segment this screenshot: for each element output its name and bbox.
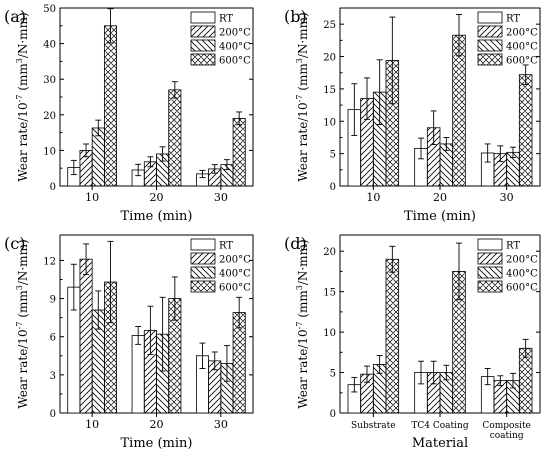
y-tick-label: 30 [43, 75, 56, 86]
bar-600c-1 [452, 34, 466, 187]
y-tick-label: 20 [323, 247, 336, 258]
legend: RT 200°C 400°C 600°C [190, 11, 251, 67]
y-tick-label: 20 [43, 111, 56, 122]
y-tick-label: 15 [323, 85, 336, 96]
legend-swatch [190, 25, 216, 38]
legend-swatch [477, 252, 503, 265]
bar-600c-2 [518, 74, 533, 187]
bar-rt-1 [131, 335, 145, 414]
legend-swatch [190, 238, 216, 251]
legend-label: 600°C [219, 56, 251, 67]
x-tick-label: 30 [214, 418, 228, 431]
y-tick-label: 0 [330, 182, 336, 193]
legend-label: RT [506, 14, 520, 25]
legend-label: 200°C [506, 255, 538, 266]
chart-panel-4: 0 5 10 15 20 Substrate TC4 Coating Composite coa… [284, 234, 541, 451]
legend-swatch [190, 280, 216, 293]
y-tick-label: 6 [50, 333, 56, 344]
chart-panel-3: 0 3 6 9 12 10 20 30 Time (min) Wear rate/10-7 (mm… [4, 234, 254, 451]
legend-swatch [190, 11, 216, 24]
legend-swatch [477, 53, 503, 66]
y-tick-label: 5 [330, 150, 336, 161]
bar-200c-0 [79, 258, 93, 414]
legend-swatch [477, 25, 503, 38]
legend-label: 600°C [506, 283, 538, 294]
x-tick-label: 20 [433, 191, 447, 204]
y-axis-label: Wear rate/10-7 (mm3/N·mm) [15, 12, 30, 181]
legend-swatch [190, 266, 216, 279]
legend-swatch [190, 252, 216, 265]
x-tick-label: 20 [150, 418, 164, 431]
legend: RT 200°C 400°C 600°C [190, 238, 251, 294]
legend-label: RT [506, 241, 520, 252]
legend-label: 200°C [506, 28, 538, 39]
legend-label: 400°C [219, 269, 251, 280]
legend-label: 200°C [219, 255, 251, 266]
bar-600c-1 [168, 89, 182, 187]
x-axis-label: Material [412, 436, 468, 450]
legend-label: RT [219, 14, 233, 25]
legend-swatch [477, 280, 503, 293]
legend-label: 400°C [506, 269, 538, 280]
y-tick-label: 5 [330, 369, 336, 380]
x-tick-label: 10 [85, 418, 99, 431]
y-tick-label: 10 [43, 146, 56, 157]
x-axis-label: Time (min) [121, 209, 193, 224]
chart-panel-1: 0 10 20 30 40 50 10 20 30 Time (min) Wear rate/10-… [4, 4, 254, 224]
y-tick-label: 0 [330, 409, 336, 420]
panel-label: (c) [4, 234, 25, 253]
bar-600c-2 [518, 347, 533, 414]
y-tick-label: 20 [323, 53, 336, 64]
legend-swatch [190, 53, 216, 66]
legend-swatch [477, 238, 503, 251]
y-tick-label: 9 [50, 295, 56, 306]
x-axis-label: Time (min) [404, 209, 476, 224]
legend-label: 400°C [219, 42, 251, 53]
y-tick-label: 3 [50, 371, 56, 382]
legend-label: 600°C [219, 283, 251, 294]
legend-label: 200°C [219, 28, 251, 39]
bar-600c-0 [385, 258, 400, 414]
y-axis-label: Wear rate/10-7 (mm3/N·mm) [295, 239, 310, 408]
x-tick-label: Substrate [351, 421, 396, 431]
y-tick-label: 15 [323, 288, 336, 299]
bar-600c-0 [103, 25, 118, 187]
y-tick-label: 12 [43, 256, 56, 267]
y-tick-label: 10 [323, 328, 336, 339]
legend-swatch [477, 11, 503, 24]
x-tick-label-composite: Composite coating [482, 421, 530, 441]
y-tick-label: 10 [323, 117, 336, 128]
x-axis-label: Time (min) [121, 436, 193, 450]
legend: RT 200°C 400°C 600°C [477, 238, 538, 294]
legend-swatch [477, 39, 503, 52]
y-tick-label: 40 [43, 40, 56, 51]
legend-label: 600°C [506, 56, 538, 67]
x-tick-label: 20 [150, 191, 164, 204]
y-tick-label: 0 [50, 409, 56, 420]
y-tick-label: 0 [50, 182, 56, 193]
chart-panel-2: 0 5 10 15 20 25 10 20 30 Time (min) Wear rate/10-7… [284, 7, 541, 224]
panel-label: (a) [4, 7, 26, 26]
legend-label: 400°C [506, 42, 538, 53]
bar-600c-2 [232, 117, 246, 187]
panel-label: (b) [284, 7, 307, 26]
x-tick-label: 30 [500, 191, 514, 204]
legend-label: RT [219, 241, 233, 252]
y-axis-label: Wear rate/10-7 (mm3/N·mm) [15, 239, 30, 408]
legend-swatch [190, 39, 216, 52]
y-axis-label: Wear rate/10-7 (mm3/N·mm) [295, 12, 310, 181]
y-tick-label: 25 [323, 20, 336, 31]
x-tick-label: 10 [366, 191, 380, 204]
legend-swatch [477, 266, 503, 279]
panel-label: (d) [284, 234, 307, 253]
x-tick-label: 30 [214, 191, 228, 204]
y-tick-label: 50 [43, 4, 56, 15]
x-tick-label: TC4 Coating [411, 421, 468, 431]
bar-400c-0 [91, 127, 105, 187]
legend: RT 200°C 400°C 600°C [477, 11, 538, 67]
x-tick-label: 10 [85, 191, 99, 204]
